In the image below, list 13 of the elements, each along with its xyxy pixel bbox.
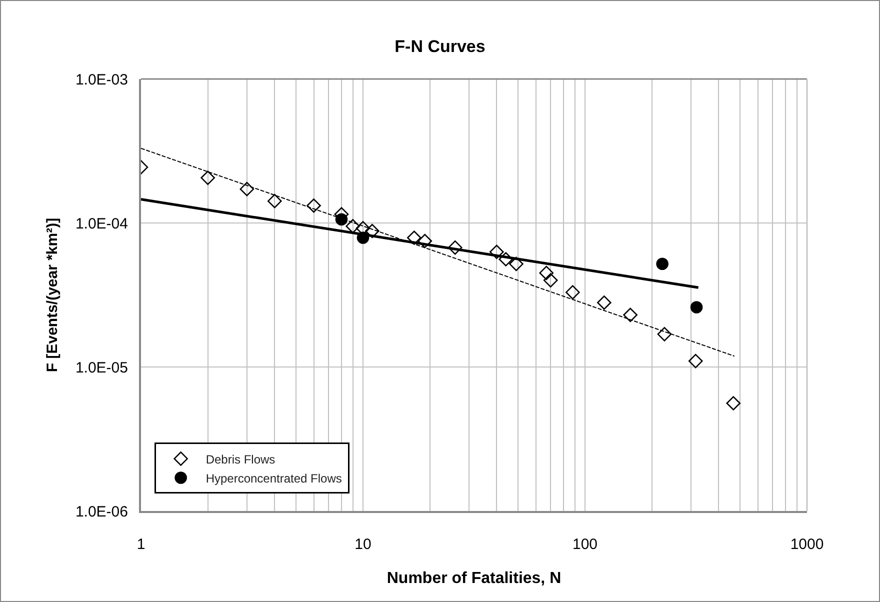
- x-tick-label: 10: [354, 536, 372, 553]
- y-tick-label: 1.0E-05: [75, 359, 128, 376]
- y-tick-label: 1.0E-04: [75, 215, 128, 232]
- chart-title: F-N Curves: [394, 36, 486, 56]
- x-tick-label: 100: [572, 536, 598, 553]
- x-tick-label: 1: [136, 536, 146, 553]
- x-tick-label: 1000: [790, 536, 824, 553]
- y-axis-title: F [Events/(year *km²)]: [44, 218, 62, 372]
- y-tick-label: 1.0E-03: [75, 71, 128, 88]
- legend-label: Hyperconcentrated Flows: [206, 471, 342, 486]
- x-axis-title: Number of Fatalities, N: [386, 570, 562, 588]
- legend-label: Debris Flows: [206, 452, 276, 466]
- y-tick-label: 1.0E-06: [75, 503, 128, 520]
